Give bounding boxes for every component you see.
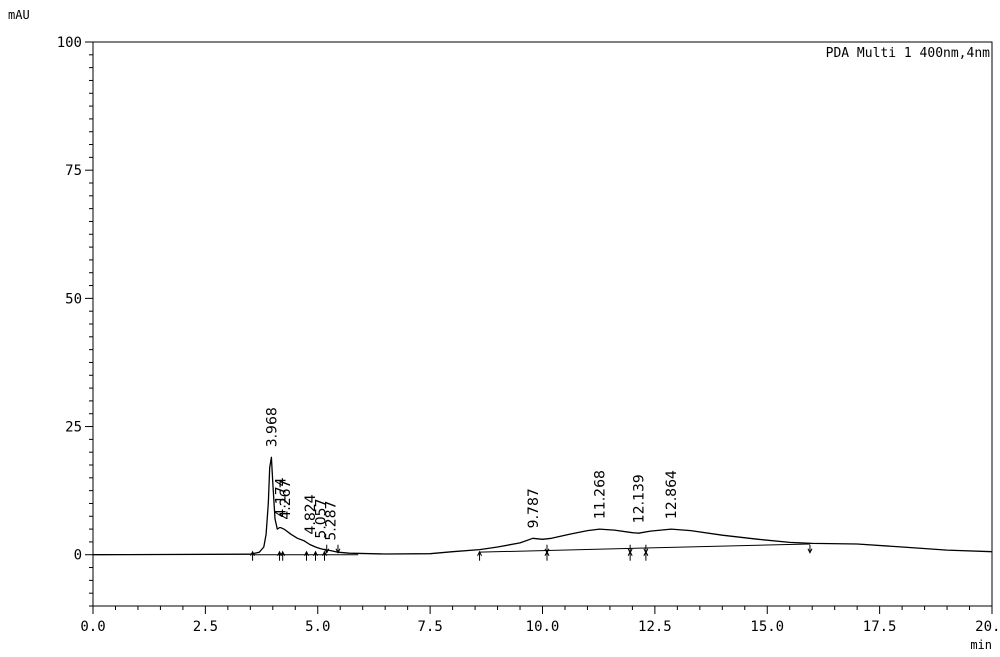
x-tick-label: 20.0 [975,619,1000,635]
x-tick-label: 0.0 [80,619,105,635]
peak-label: 12.864 [664,470,680,519]
x-tick-label: 10.0 [526,619,560,635]
legend-label: PDA Multi 1 400nm,4nm [826,46,991,61]
x-tick-label: 7.5 [417,619,442,635]
plot-frame [93,42,992,606]
y-tick-label: 75 [65,163,82,179]
x-tick-label: 12.5 [638,619,672,635]
peak-label: 9.787 [526,488,542,528]
x-axis-unit-label: min [970,638,992,652]
chromatogram-trace [93,457,992,554]
peak-label: 11.268 [592,470,608,519]
y-tick-label: 50 [65,291,82,307]
peak-label: 5.287 [324,501,340,541]
y-axis-unit-label: mAU [8,8,30,22]
x-tick-label: 15.0 [750,619,784,635]
y-tick-label: 25 [65,420,82,436]
peak-label: 12.139 [632,474,648,523]
y-tick-label: 100 [57,35,82,51]
x-tick-label: 2.5 [193,619,218,635]
peak-label: 3.968 [264,407,280,447]
y-tick-label: 0 [74,548,82,564]
peak-label: 4.267 [278,480,294,520]
x-tick-label: 5.0 [305,619,330,635]
x-tick-label: 17.5 [863,619,897,635]
